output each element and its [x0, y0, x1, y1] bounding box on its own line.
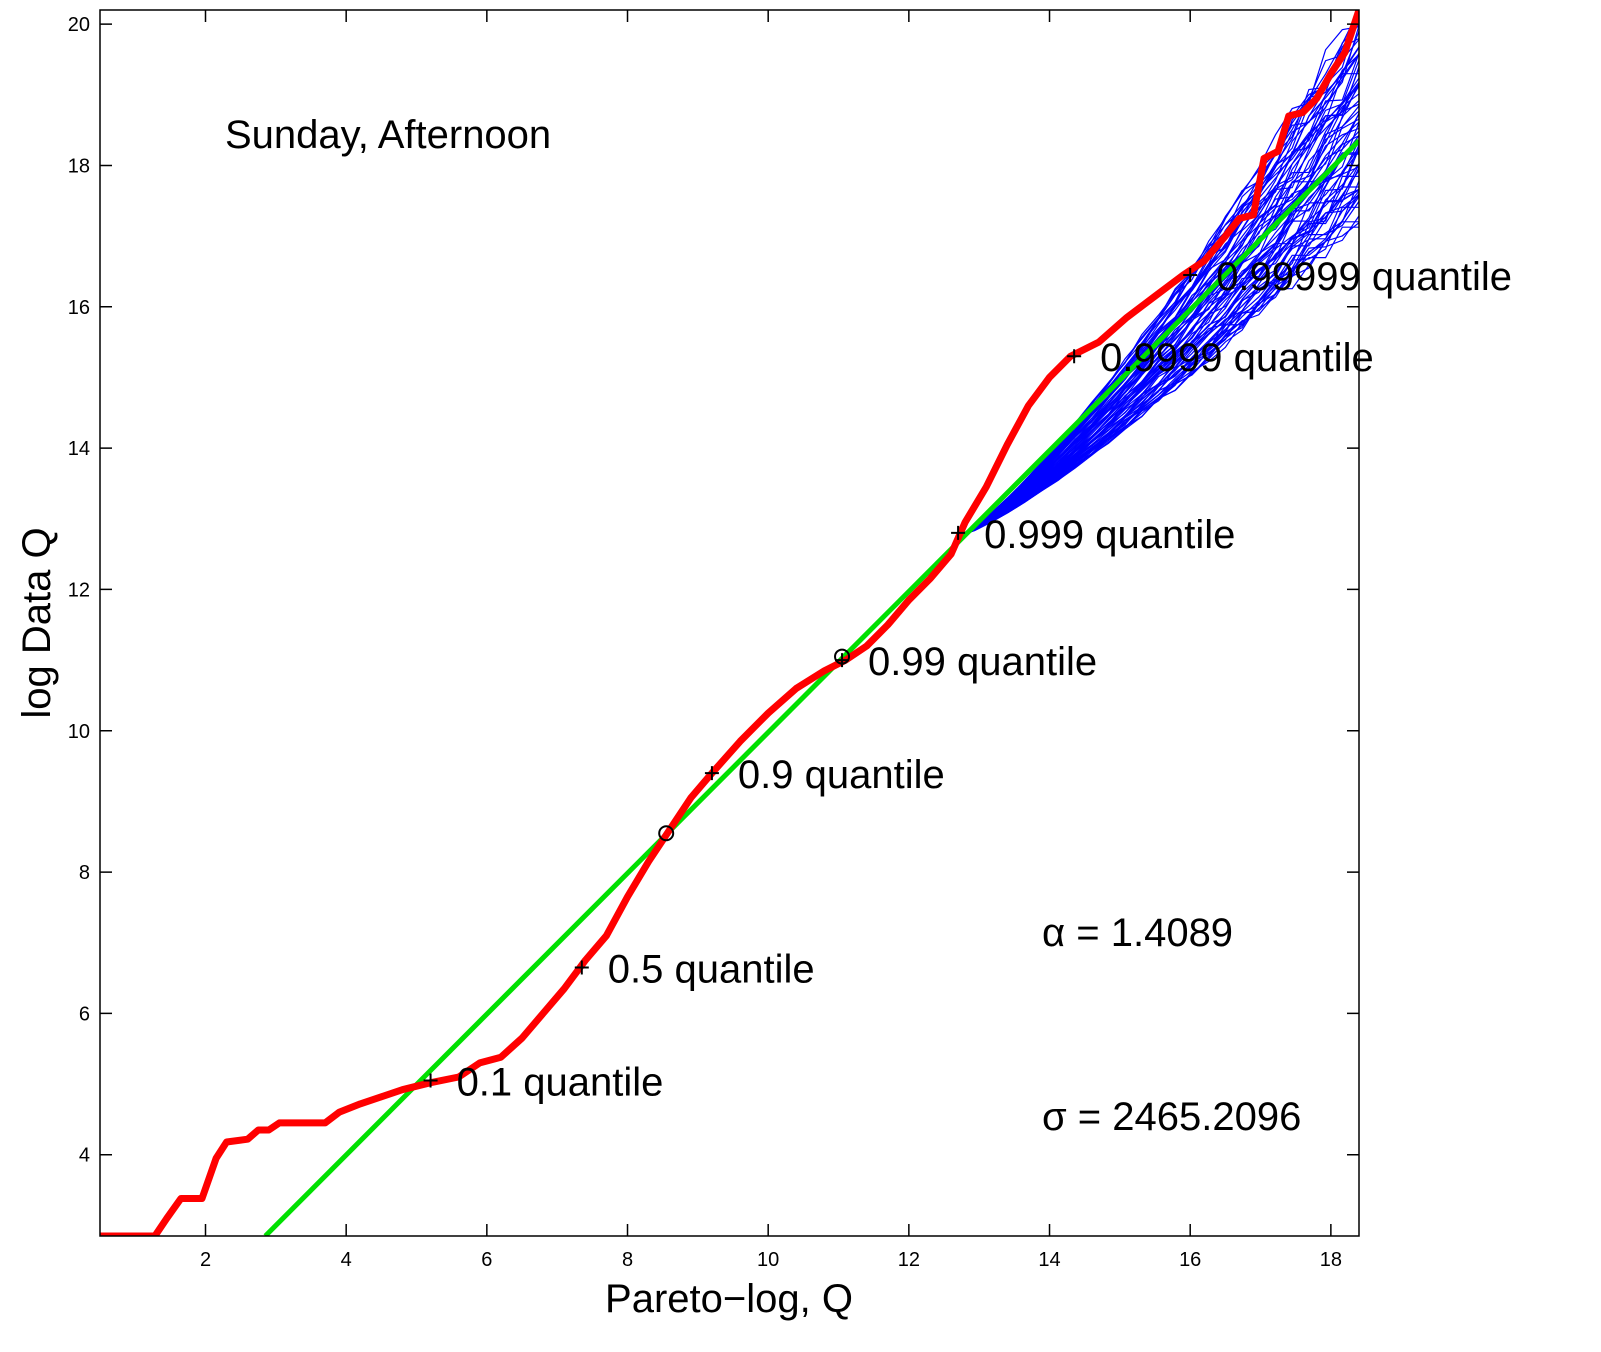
simulation-line [957, 148, 1359, 537]
quantile-marker [704, 766, 719, 781]
quantile-marker [1183, 267, 1198, 282]
y-tick-label: 8 [79, 862, 90, 884]
y-tick-label: 6 [79, 1003, 90, 1025]
simulation-line [957, 105, 1359, 537]
quantile-markers: 0.1 quantile 0.5 quantile 0.9 quantile 0.99… [423, 255, 1512, 1105]
x-tick-label: 10 [757, 1249, 779, 1271]
fit-line [263, 138, 1359, 1236]
y-tick-label: 4 [79, 1145, 90, 1167]
axis-ticks: 2 4 6 8 10 12 14 16 18 4 6 8 10 12 14 16 18 20 [68, 10, 1359, 1271]
circle-marker [658, 825, 675, 842]
quantile-label: 0.9 quantile [738, 753, 945, 797]
fit-line-layer [263, 138, 1359, 1236]
x-tick-label: 8 [622, 1249, 633, 1271]
x-tick-label: 2 [200, 1249, 211, 1271]
y-tick-label: 18 [68, 155, 90, 177]
plot-frame [99, 9, 1360, 1237]
x-tick-label: 16 [1179, 1249, 1201, 1271]
data-line [100, 10, 1359, 1236]
y-axis-label: log Data Q [15, 527, 59, 718]
circle-marker [834, 648, 851, 665]
quantile-marker [951, 525, 966, 540]
quantile-label: 0.99 quantile [868, 640, 1097, 684]
simulation-line [957, 66, 1359, 537]
data-line-layer [100, 10, 1359, 1236]
y-tick-label: 10 [68, 721, 90, 743]
quantile-marker [423, 1073, 438, 1088]
x-tick-label: 4 [341, 1249, 352, 1271]
quantile-label: 0.1 quantile [457, 1061, 664, 1105]
sigma-stat: σ = 2465.2096 [1042, 1095, 1301, 1139]
quantile-marker [1067, 349, 1082, 364]
x-tick-label: 14 [1038, 1249, 1060, 1271]
x-tick-label: 12 [898, 1249, 920, 1271]
x-axis-label: Pareto−log, Q [605, 1277, 853, 1321]
quantile-label: 0.5 quantile [608, 947, 815, 991]
axes-frame [99, 9, 1360, 1237]
quantile-label: 0.9999 quantile [1100, 336, 1374, 380]
x-tick-label: 18 [1320, 1249, 1342, 1271]
simulation-line [957, 82, 1359, 537]
y-tick-label: 16 [68, 297, 90, 319]
quantile-label: 0.999 quantile [984, 513, 1235, 557]
quantile-label: 0.99999 quantile [1216, 255, 1512, 299]
simulation-line [957, 26, 1359, 537]
y-tick-label: 14 [68, 438, 90, 460]
simulation-line [957, 73, 1359, 537]
y-tick-label: 12 [68, 579, 90, 601]
x-tick-label: 6 [481, 1249, 492, 1271]
alpha-stat: α = 1.4089 [1042, 911, 1233, 955]
simulation-line [957, 83, 1359, 537]
quantile-marker [574, 960, 589, 975]
y-tick-label: 20 [68, 14, 90, 36]
annotation-text: Sunday, Afternoon [225, 113, 551, 157]
quantile-marker [835, 653, 850, 668]
